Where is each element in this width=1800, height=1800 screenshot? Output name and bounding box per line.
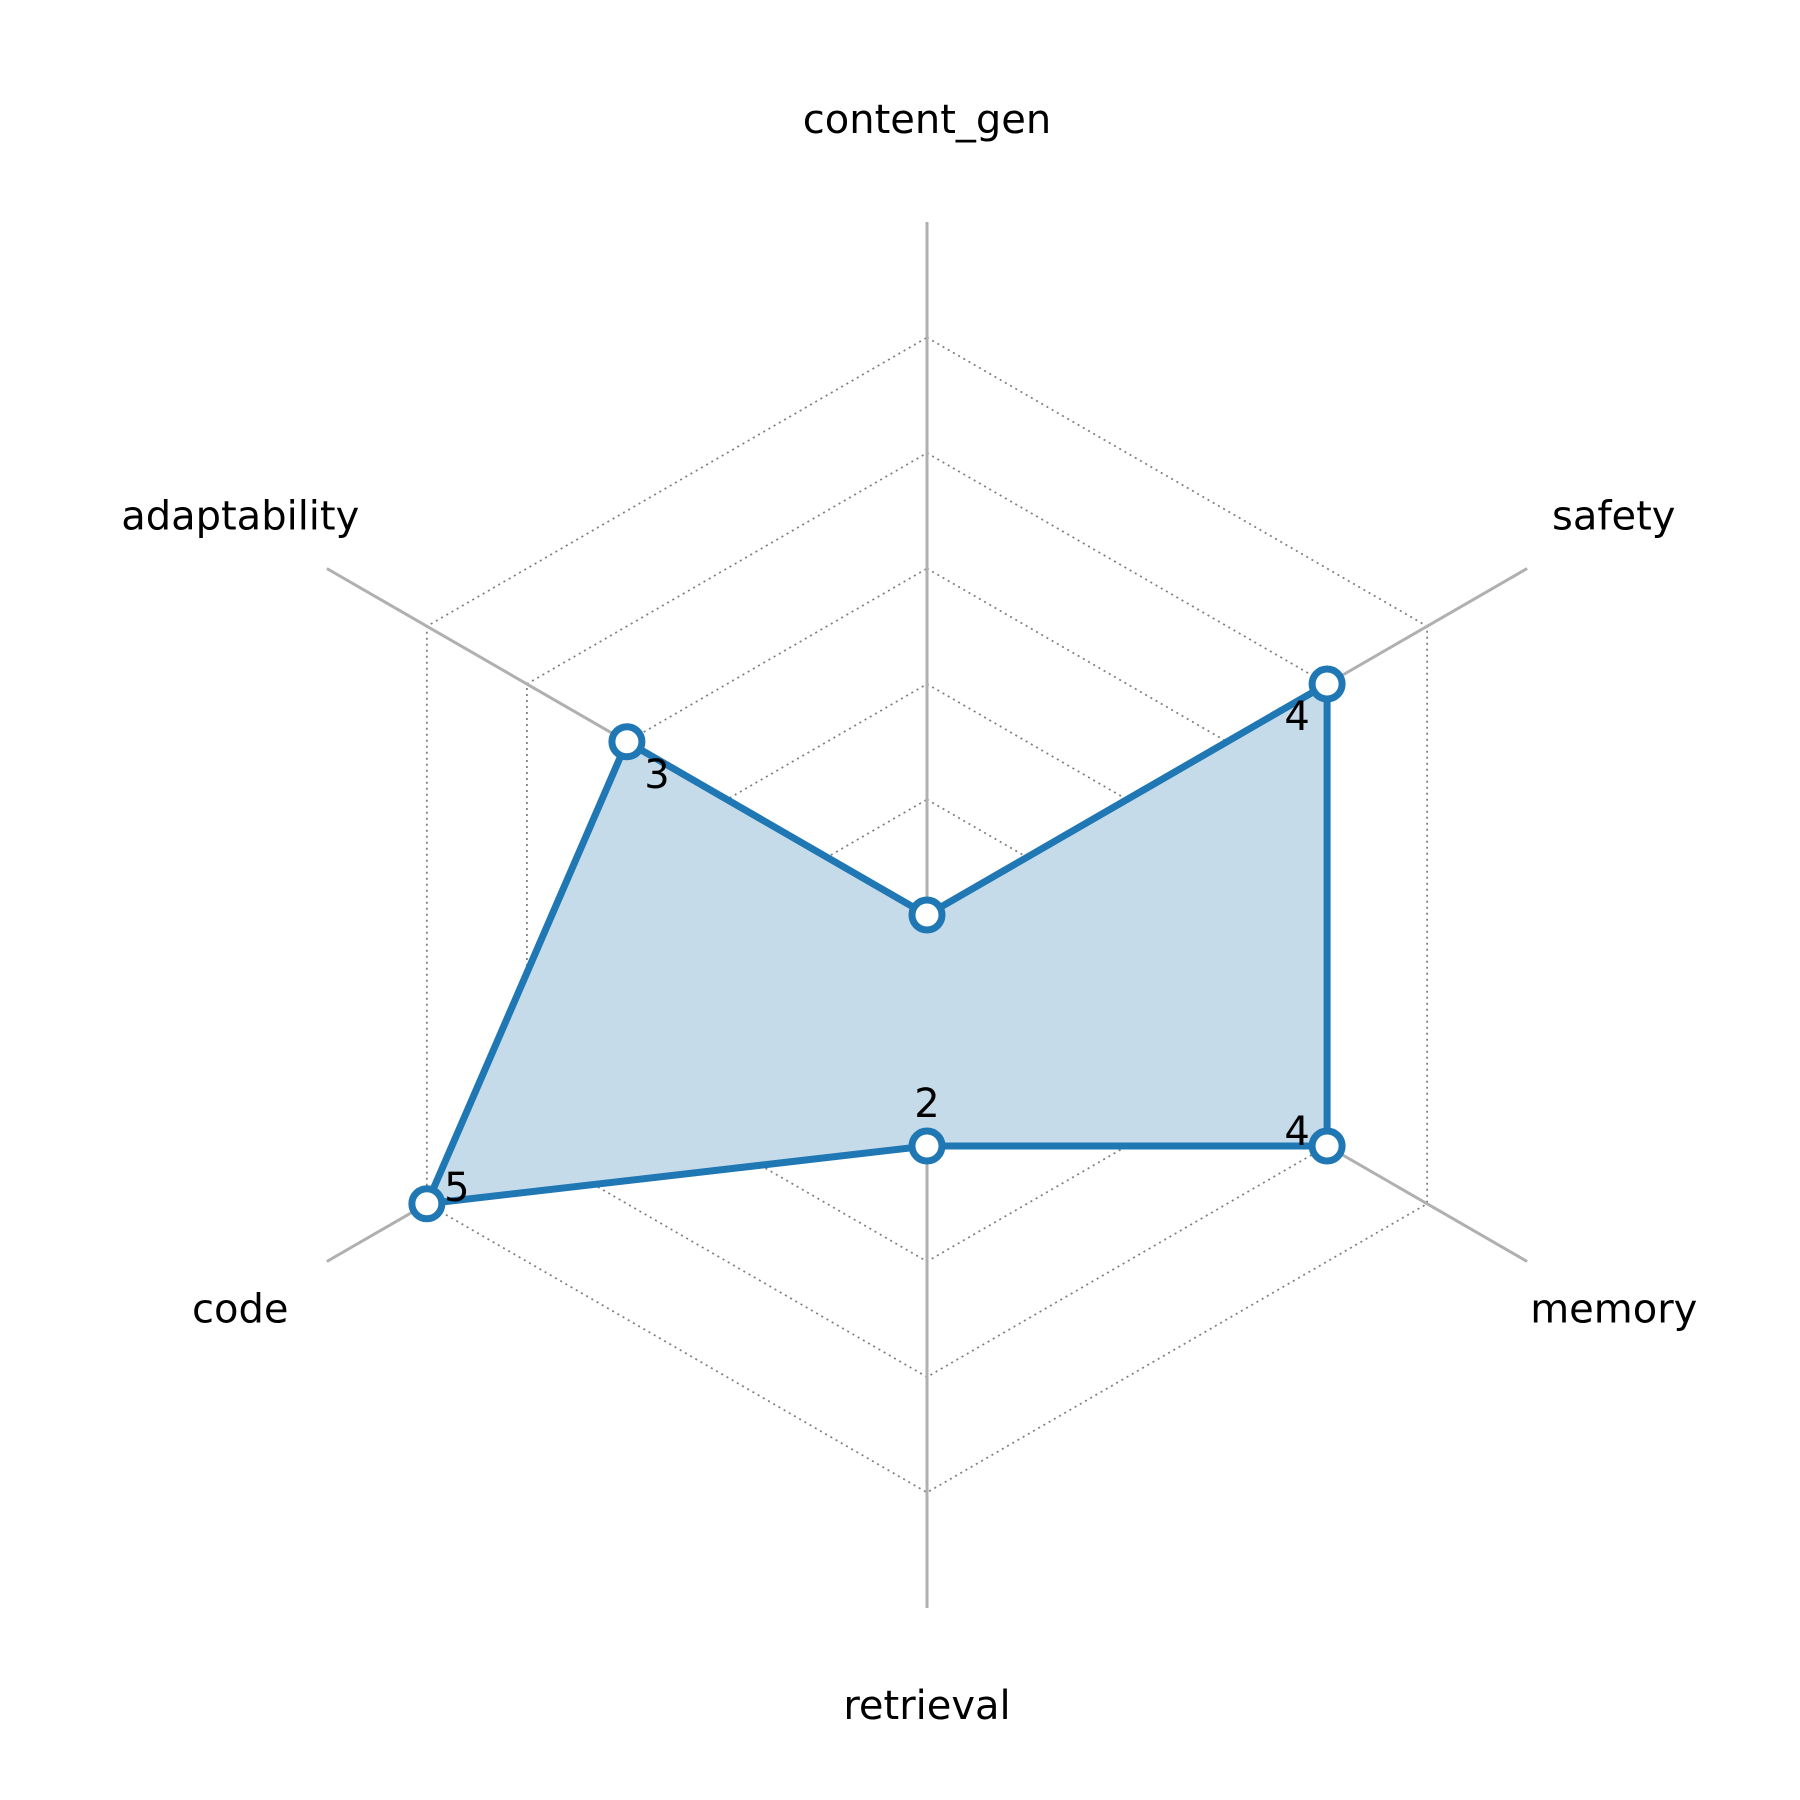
data-point-adaptability <box>608 723 646 761</box>
category-label-content_gen: content_gen <box>803 97 1052 143</box>
value-label-code: 5 <box>444 1165 469 1211</box>
category-label-code: code <box>192 1287 288 1333</box>
value-label-retrieval: 2 <box>914 1081 939 1127</box>
value-label-memory: 4 <box>1284 1109 1309 1155</box>
value-label-safety: 4 <box>1284 694 1309 740</box>
data-point-memory <box>1308 1127 1346 1165</box>
category-label-safety: safety <box>1552 494 1675 540</box>
data-point-safety <box>1308 665 1346 703</box>
marker-layer <box>408 665 1346 1223</box>
data-point-code <box>408 1185 446 1223</box>
value-label-adaptability: 3 <box>644 752 669 798</box>
data-point-retrieval <box>908 1127 946 1165</box>
data-point-content_gen <box>908 896 946 934</box>
category-label-retrieval: retrieval <box>843 1683 1010 1729</box>
category-label-memory: memory <box>1530 1287 1697 1333</box>
category-label-adaptability: adaptability <box>121 494 359 540</box>
series-layer <box>423 680 1331 1208</box>
